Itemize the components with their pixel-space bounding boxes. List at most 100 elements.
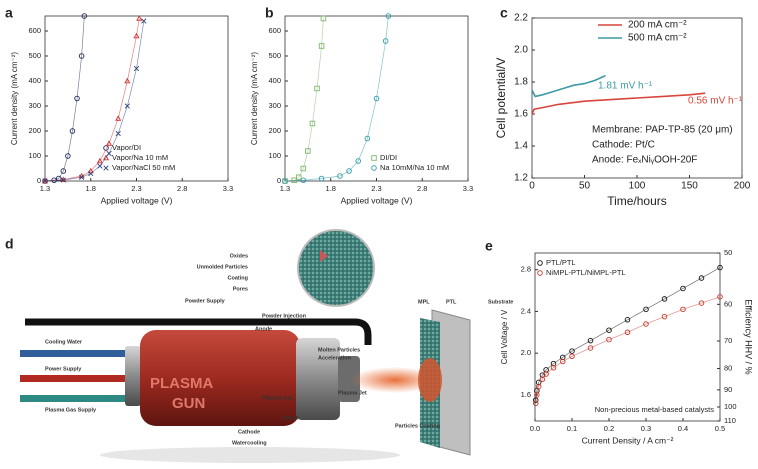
y-tick-label: 2.0: [521, 348, 531, 357]
plot-frame: [534, 252, 721, 422]
diagram-label: Coating: [228, 275, 248, 281]
marker: [337, 173, 343, 179]
panel-letter: c: [500, 5, 508, 21]
marker: [606, 327, 612, 333]
annotation: Cathode: Pt/C: [592, 140, 655, 151]
diagram-label: Watercooling: [232, 440, 267, 446]
marker: [60, 168, 67, 174]
x-tick-label: 1.8: [326, 184, 336, 193]
marker: [643, 321, 649, 327]
y2-tick-label: 70: [724, 336, 732, 345]
y2-tick-label: 80: [724, 363, 732, 372]
legend-swatch: [371, 155, 377, 161]
diagram-label: Plasma Jet: [338, 390, 367, 396]
legend-label: PTL/PTL: [546, 258, 576, 267]
marker: [717, 294, 723, 300]
y-tick-label: 1.8: [514, 77, 528, 88]
y2-tick-label: 110: [724, 416, 736, 425]
marker: [355, 158, 361, 164]
y-axis-label: Current density (mA cm⁻²): [250, 52, 259, 145]
y-tick-label: 0: [37, 176, 41, 185]
marker: [55, 175, 62, 182]
water-pipe: [20, 350, 140, 357]
x-tick-label: 0.3: [641, 424, 651, 433]
y-tick-label: 1.6: [521, 390, 531, 399]
y-tick-label: 2.2: [514, 13, 528, 24]
marker: [569, 353, 575, 360]
power-pipe: [20, 375, 140, 382]
x-tick-label: 0.5: [715, 424, 725, 433]
legend-label: Vapor/NaCl 50 mM: [112, 163, 175, 172]
x-tick-label: 200: [734, 181, 751, 192]
marker: [569, 348, 575, 354]
y-axis-label: Current density (mA cm⁻²): [10, 52, 19, 145]
legend-swatch: [103, 165, 109, 171]
legend-swatch: [102, 154, 110, 161]
gas-pipe: [20, 395, 140, 402]
marker: [115, 130, 121, 137]
marker: [364, 135, 371, 142]
marker: [124, 103, 130, 109]
marker: [661, 313, 668, 320]
y-tick-label: 400: [28, 76, 41, 85]
x-tick-label: 150: [681, 181, 698, 192]
plasma-diagram: [20, 229, 471, 463]
y2-tick-label: 90: [724, 385, 732, 394]
diagram-label: MPL: [418, 299, 430, 305]
marker: [346, 168, 352, 174]
series-line: [44, 20, 145, 182]
marker: [373, 95, 380, 102]
diagram-label: Anode: [282, 415, 299, 421]
marker: [534, 392, 540, 398]
marker: [78, 174, 85, 180]
diagram-label: Acceleration: [318, 355, 352, 361]
x-axis-label: Time/hours: [607, 194, 667, 208]
panel-letter: b: [265, 5, 274, 21]
marker: [543, 371, 549, 377]
marker: [136, 15, 143, 21]
marker: [680, 306, 686, 313]
legend-label: NiMPL-PTL/NiMPL-PTL: [546, 268, 626, 277]
nozzle: [296, 338, 340, 420]
diagram-label: Unmolded Particles: [197, 264, 248, 270]
annotation: Non-precious metal-based catalysts: [595, 405, 714, 414]
nozzle-tip: [338, 356, 360, 402]
marker: [560, 358, 566, 365]
legend-label: Vapor/DI: [112, 143, 141, 152]
marker: [42, 178, 48, 184]
diagram-label: Powder Supply: [185, 298, 226, 304]
x-axis-label: Applied voltage (V): [341, 195, 413, 205]
diagram-label: Cooling Water: [45, 339, 83, 345]
x-tick-label: 0.0: [530, 424, 540, 433]
diagram-label: Cathode: [238, 429, 260, 435]
marker: [282, 178, 288, 184]
panel-letter: e: [485, 238, 493, 254]
y-tick-label: 2.8: [521, 265, 531, 274]
marker: [698, 300, 705, 306]
chart: a 1.3 1.8 2.3 2.8 3.3 0 100 200 300 400 500 600 Appli…: [5, 5, 233, 206]
marker: [717, 264, 723, 271]
y2-tick-label: 100: [724, 402, 737, 411]
y-tick-label: 1.4: [514, 141, 528, 152]
y2-tick-label: 50: [724, 248, 732, 257]
marker: [382, 38, 389, 44]
gun-body: [140, 330, 300, 426]
y-tick-label: 1.2: [514, 173, 528, 184]
legend-label: 200 mA cm⁻²: [628, 20, 687, 31]
marker: [318, 43, 325, 49]
y-tick-label: 200: [268, 126, 281, 135]
inset-circle: [297, 229, 375, 307]
x-tick-label: 1.3: [280, 184, 290, 193]
x-tick-label: 3.3: [463, 184, 473, 193]
diagram-label: Molten Particles: [318, 347, 360, 353]
diagram-label: PTL: [446, 299, 457, 305]
powder-pipe: [25, 318, 372, 345]
diagram-label: PLASMA: [150, 375, 214, 392]
y-axis-label: Cell Voltage / V: [500, 309, 509, 364]
x-tick-label: 100: [629, 181, 646, 192]
marker: [305, 148, 311, 154]
x-tick-label: 3.3: [223, 184, 233, 193]
diagram-label: Plasma Gas Supply: [45, 407, 97, 413]
marker: [115, 115, 122, 121]
